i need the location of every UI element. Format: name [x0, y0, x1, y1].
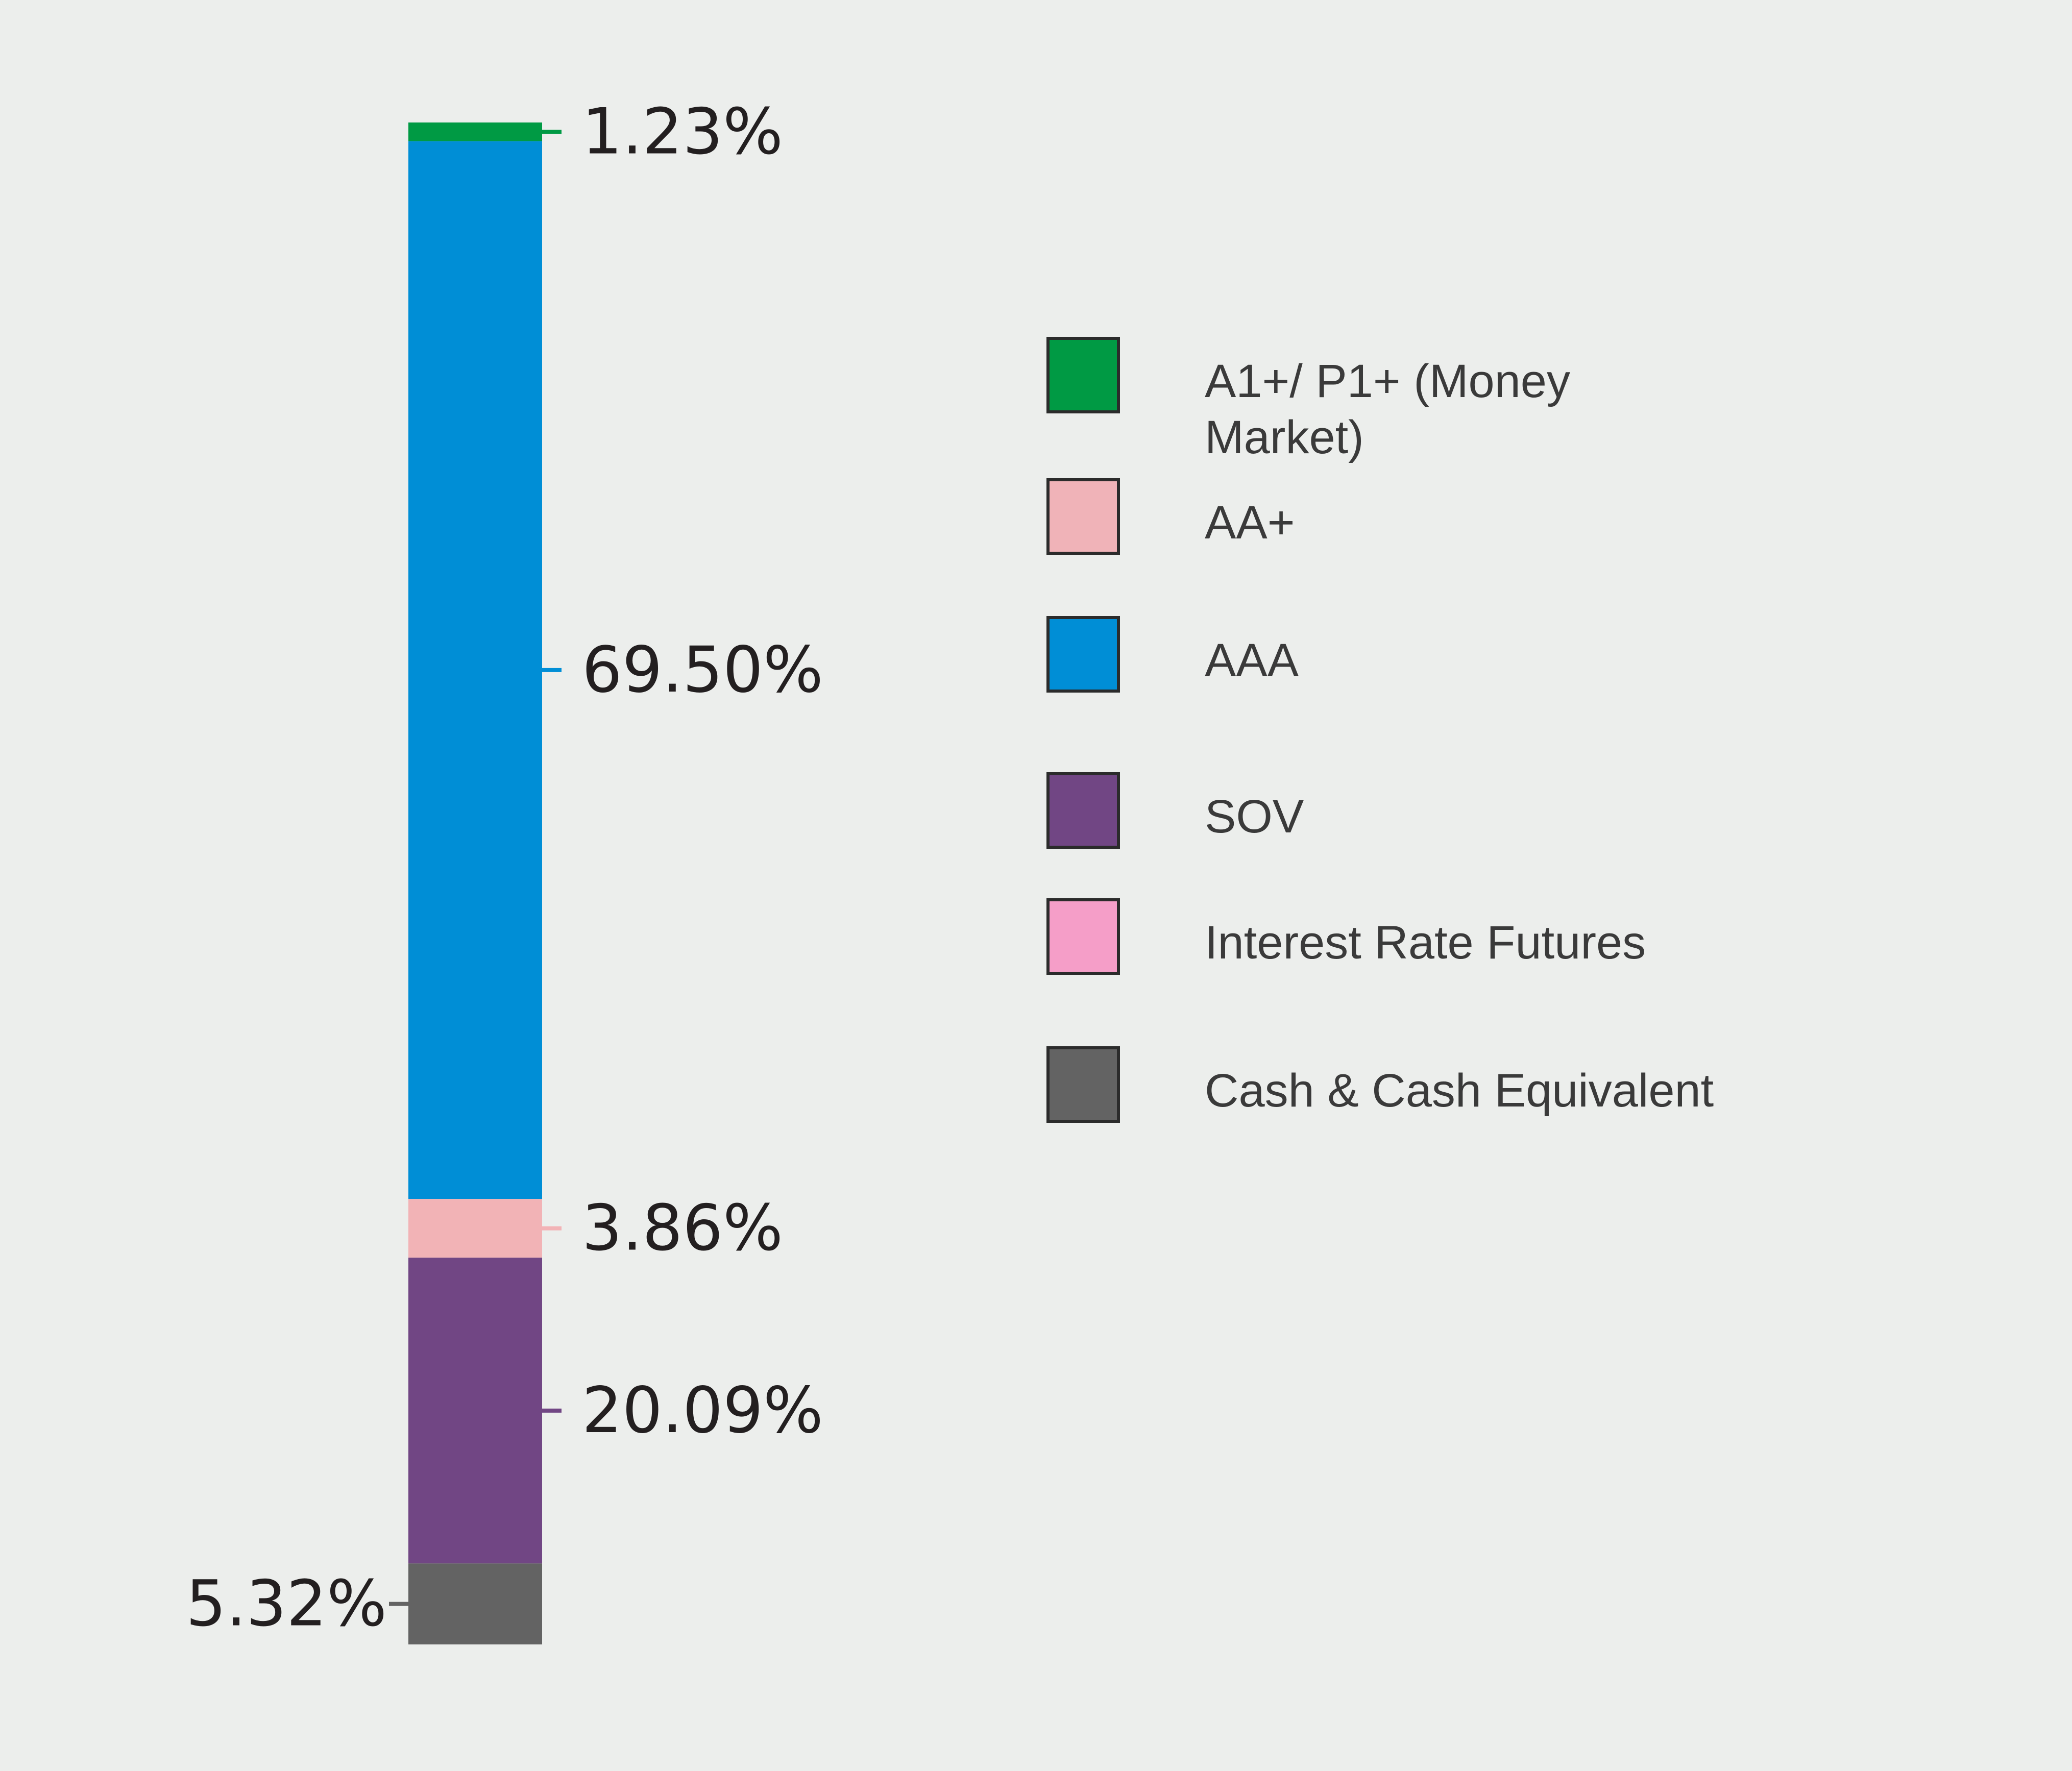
- legend-label: SOV: [1205, 791, 1304, 843]
- legend-swatch: [1046, 337, 1120, 413]
- legend-swatch: [1046, 898, 1120, 975]
- bar-segment-0: [408, 122, 542, 141]
- data-label-1: 69.50%: [582, 633, 823, 707]
- legend-swatch: [1046, 478, 1120, 555]
- legend-swatch: [1046, 616, 1120, 693]
- data-label-0: 1.23%: [582, 95, 783, 168]
- legend-label: A1+/ P1+ (Money Market): [1205, 355, 1570, 463]
- legend-label: AA+: [1205, 497, 1295, 549]
- bar-segment-2: [408, 1199, 542, 1258]
- legend-label: Interest Rate Futures: [1205, 917, 1646, 969]
- bar-segment-4: [408, 1563, 542, 1644]
- bar-segment-3: [408, 1258, 542, 1564]
- legend-label: Cash & Cash Equivalent: [1205, 1065, 1714, 1117]
- bar-segment-1: [408, 141, 542, 1199]
- legend-swatch: [1046, 772, 1120, 849]
- legend-label: AAA: [1205, 634, 1299, 686]
- stacked-bar: [408, 122, 542, 1644]
- data-label-2: 3.86%: [582, 1192, 783, 1265]
- legend-swatch: [1046, 1046, 1120, 1123]
- data-labels: 1.23% 69.50% 3.86% 20.09% 5.32%: [186, 95, 823, 1640]
- data-label-3: 20.09%: [582, 1374, 823, 1447]
- data-label-4: 5.32%: [186, 1567, 387, 1641]
